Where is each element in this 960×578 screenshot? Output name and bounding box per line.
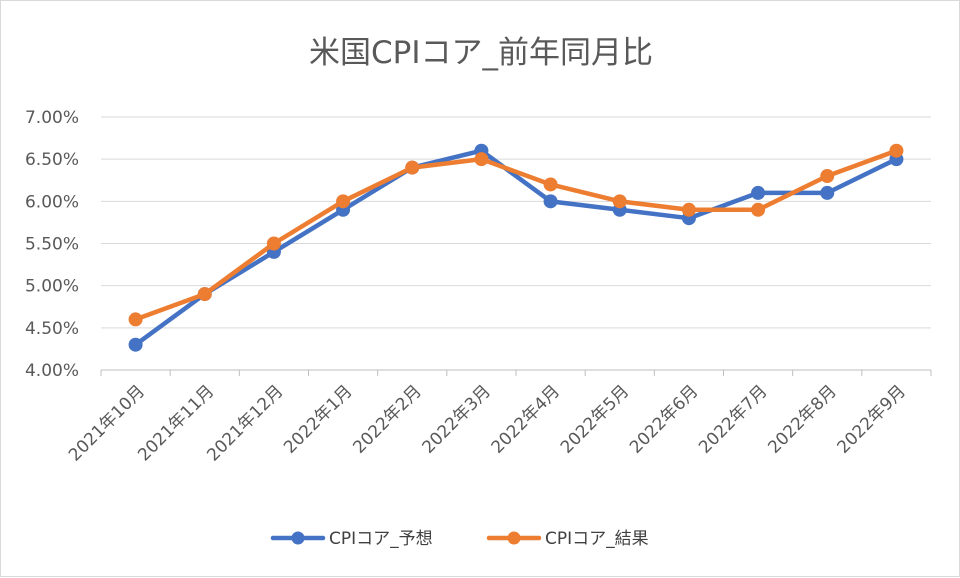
data-point [751, 185, 766, 200]
legend-swatch-marker [291, 531, 305, 545]
y-tick-label: 5.50% [25, 235, 79, 255]
legend-label: CPIコア_予想 [329, 529, 433, 549]
legend: CPIコア_予想 CPIコア_結果 [270, 529, 649, 549]
y-tick-label: 5.00% [25, 277, 79, 297]
data-point [405, 160, 420, 175]
y-tick-label: 4.00% [25, 361, 79, 381]
series-layer [128, 143, 904, 352]
data-point [751, 202, 766, 217]
data-point [266, 236, 281, 251]
data-point [612, 194, 627, 209]
data-point [681, 202, 696, 217]
y-tick-label: 4.50% [25, 319, 79, 339]
x-tick-label: 2022年4月 [488, 381, 564, 457]
legend-swatch-marker [507, 531, 521, 545]
series-line-1 [133, 148, 899, 347]
series-line-2 [133, 148, 899, 322]
y-tick-label: 6.50% [25, 150, 79, 170]
data-point [543, 177, 558, 192]
x-tick-label: 2022年7月 [695, 381, 771, 457]
x-tick-label: 2022年3月 [419, 381, 495, 457]
chart-title: 米国CPIコア_前年同月比 [309, 35, 653, 71]
x-tick-label: 2022年9月 [834, 381, 910, 457]
data-point [128, 337, 143, 352]
data-point [543, 194, 558, 209]
data-point [474, 152, 489, 167]
data-point [820, 169, 835, 184]
x-tick-label: 2022年5月 [557, 381, 633, 457]
x-tick-label: 2022年1月 [280, 381, 356, 457]
legend-label: CPIコア_結果 [545, 529, 649, 549]
data-point [128, 312, 143, 327]
data-point [197, 287, 212, 302]
gridlines [101, 116, 931, 329]
x-tick-label: 2022年2月 [349, 381, 425, 457]
y-tick-label: 7.00% [25, 108, 79, 128]
data-point [820, 185, 835, 200]
x-tick-label: 2022年6月 [626, 381, 702, 457]
x-tick-label: 2022年8月 [764, 381, 840, 457]
data-point [889, 143, 904, 158]
data-point [336, 194, 351, 209]
y-tick-label: 6.00% [25, 192, 79, 212]
